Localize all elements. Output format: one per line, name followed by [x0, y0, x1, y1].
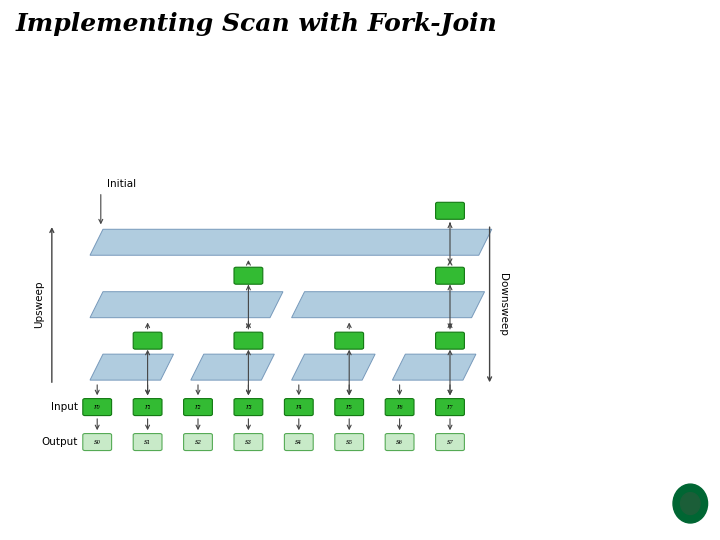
Text: s₃: s₃: [245, 438, 252, 446]
FancyBboxPatch shape: [335, 399, 364, 416]
Text: Implementing Scan with Fork-Join: Implementing Scan with Fork-Join: [16, 12, 498, 37]
FancyBboxPatch shape: [184, 399, 212, 416]
Text: s₁: s₁: [144, 438, 151, 446]
Text: Input: Input: [50, 402, 78, 412]
FancyBboxPatch shape: [234, 267, 263, 284]
FancyBboxPatch shape: [133, 399, 162, 416]
Text: Lecture 9 – Fork-Join Pattern: Lecture 9 – Fork-Join Pattern: [282, 515, 438, 525]
Polygon shape: [191, 354, 274, 380]
Text: s₂: s₂: [194, 438, 202, 446]
FancyBboxPatch shape: [234, 399, 263, 416]
FancyBboxPatch shape: [335, 332, 364, 349]
Text: r₀: r₀: [94, 403, 101, 411]
Text: s₆: s₆: [396, 438, 403, 446]
FancyBboxPatch shape: [385, 434, 414, 450]
Text: r₁: r₁: [144, 403, 151, 411]
Text: Upsweep: Upsweep: [34, 281, 44, 328]
FancyBboxPatch shape: [284, 399, 313, 416]
Text: r₄: r₄: [295, 403, 302, 411]
FancyBboxPatch shape: [284, 434, 313, 450]
FancyBboxPatch shape: [234, 332, 263, 349]
Polygon shape: [392, 354, 476, 380]
Text: s₅: s₅: [346, 438, 353, 446]
Text: UNIVERSITY
OF OREGON: UNIVERSITY OF OREGON: [677, 525, 703, 534]
FancyBboxPatch shape: [436, 399, 464, 416]
Polygon shape: [292, 292, 485, 318]
FancyBboxPatch shape: [83, 434, 112, 450]
Text: r₂: r₂: [194, 403, 202, 411]
FancyBboxPatch shape: [385, 399, 414, 416]
Text: r₃: r₃: [245, 403, 252, 411]
Text: r₇: r₇: [446, 403, 454, 411]
FancyBboxPatch shape: [335, 434, 364, 450]
FancyBboxPatch shape: [133, 332, 162, 349]
Polygon shape: [292, 354, 375, 380]
Text: r₆: r₆: [396, 403, 403, 411]
FancyBboxPatch shape: [184, 434, 212, 450]
Circle shape: [680, 492, 700, 515]
Text: s₄: s₄: [295, 438, 302, 446]
Text: s₀: s₀: [94, 438, 101, 446]
FancyBboxPatch shape: [436, 332, 464, 349]
Text: Downsweep: Downsweep: [498, 273, 508, 336]
Text: Output: Output: [41, 437, 78, 447]
Circle shape: [673, 484, 708, 523]
FancyBboxPatch shape: [436, 202, 464, 219]
Text: 75: 75: [635, 513, 654, 526]
FancyBboxPatch shape: [234, 434, 263, 450]
Text: Introduction to Parallel Computing, University of Oregon, IPCC: Introduction to Parallel Computing, Univ…: [11, 515, 357, 525]
FancyBboxPatch shape: [133, 434, 162, 450]
Polygon shape: [90, 354, 174, 380]
FancyBboxPatch shape: [436, 267, 464, 284]
Polygon shape: [90, 230, 492, 255]
FancyBboxPatch shape: [83, 399, 112, 416]
Text: Initial: Initial: [107, 179, 135, 190]
Text: r₅: r₅: [346, 403, 353, 411]
FancyBboxPatch shape: [436, 434, 464, 450]
Text: s₇: s₇: [446, 438, 454, 446]
Polygon shape: [90, 292, 283, 318]
